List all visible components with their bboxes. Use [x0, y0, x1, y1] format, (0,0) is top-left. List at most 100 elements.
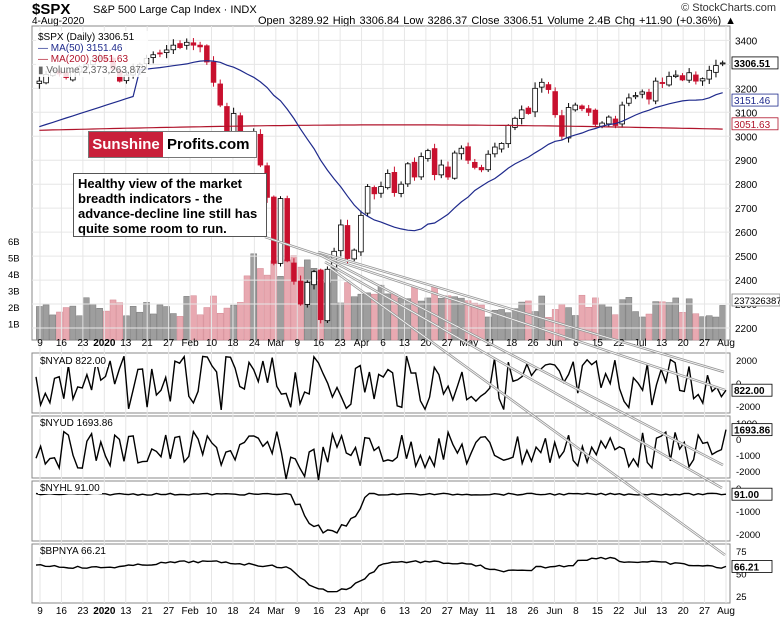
candle-body [257, 133, 264, 166]
volume-bar [210, 295, 217, 341]
indicator-line-2 [35, 492, 727, 534]
x-tick-label: 10 [206, 338, 218, 349]
legend-ma50: — MA(50) 3151.46 [38, 43, 123, 54]
x-tick-label: 27 [699, 606, 711, 617]
annotation-arrow-core [319, 254, 724, 466]
volume-bar [471, 302, 479, 341]
y-tick-label: 2200 [735, 324, 758, 335]
x-tick-label: 13 [656, 338, 668, 349]
volume-bar [237, 302, 244, 341]
x-tick-label: Feb [181, 606, 199, 617]
candle-body [699, 78, 706, 82]
candle-body [552, 91, 558, 116]
volume-bar [216, 312, 224, 341]
volume-bar [451, 296, 458, 341]
candle-body [505, 125, 512, 145]
indicator-value-label: 91.00 [734, 490, 759, 501]
y-tick-label: 3200 [735, 84, 758, 95]
indicator-line-0 [35, 354, 727, 411]
x-tick-label: Apr [354, 338, 370, 349]
x-tick-label: 9 [294, 606, 300, 617]
candle-body [291, 262, 297, 282]
x-tick-label: 13 [399, 338, 411, 349]
candle-body [210, 61, 217, 83]
volume-bar [170, 313, 177, 341]
candle-body [592, 109, 599, 125]
volume-bar [277, 276, 284, 341]
candle-body [358, 214, 364, 253]
ohlc-summary: Open 3289.92 High 3306.84 Low 3286.37 Cl… [258, 15, 737, 27]
legend-spx: $SPX (Daily) 3306.51 [38, 32, 135, 43]
x-tick-label: 9 [37, 338, 43, 349]
x-tick-label: Jun [546, 606, 562, 617]
candle-body [532, 87, 538, 113]
x-tick-label: 10 [206, 606, 218, 617]
logo-part-sunshine: Sunshine [89, 132, 163, 157]
indicator-value-label: 66.21 [734, 562, 759, 573]
x-tick-label: Jul [634, 606, 647, 617]
ma50-line [39, 60, 723, 232]
candle-body [545, 84, 552, 90]
x-tick-label: May [459, 606, 478, 617]
volume-bar [129, 306, 137, 341]
volume-bar [49, 314, 57, 341]
y-tick-label: 3400 [735, 36, 758, 47]
volume-bar [371, 293, 378, 341]
indicator-value-box [731, 487, 773, 501]
volume-bar [565, 307, 572, 341]
volume-bar [525, 300, 532, 341]
axis-labels: 2200230024002500260027002800290030003100… [8, 36, 780, 617]
candle-body [498, 143, 505, 150]
volume-bar [364, 292, 371, 341]
volume-bar [223, 307, 231, 341]
candle-body [451, 152, 458, 179]
candle-body [271, 196, 277, 264]
volume-value-box [731, 293, 780, 307]
candle-body [666, 75, 672, 86]
panel-frame-1 [31, 352, 731, 414]
x-tick-label: 23 [77, 606, 89, 617]
candle-body [338, 224, 344, 252]
x-tick-label: 20 [678, 338, 690, 349]
candle-body [639, 91, 646, 95]
x-tick-label: 9 [294, 338, 300, 349]
x-tick-label: 24 [249, 338, 261, 349]
candle-body [612, 118, 619, 126]
x-tick-label: 15 [592, 606, 604, 617]
indicator-tick-label: 25 [736, 592, 747, 603]
volume-bar [156, 304, 164, 341]
x-tick-label: 22 [613, 338, 625, 349]
price-value-label: 3306.51 [734, 59, 771, 70]
candle-body [673, 74, 679, 77]
panel-label-nyad: $NYAD 822.00 [38, 356, 108, 367]
candle-body [438, 164, 445, 176]
price-value-box [731, 56, 779, 70]
candle-body [36, 80, 43, 84]
x-tick-label: 16 [56, 338, 68, 349]
candle-body [579, 105, 585, 110]
chart-header: $SPX S&P 500 Large Cap Index · INDX 4-Au… [0, 0, 780, 27]
x-tick-label: 8 [573, 338, 579, 349]
candle-body [445, 166, 451, 178]
volume-tick-label: 2B [8, 303, 20, 314]
x-tick-label: Aug [717, 338, 735, 349]
candle-body [679, 75, 686, 81]
candle-body [706, 69, 712, 80]
candle-body [297, 280, 304, 305]
indicator-tick-label: 50 [736, 570, 747, 581]
panel-label-nyud: $NYUD 1693.86 [38, 418, 115, 429]
candle-body [472, 161, 478, 168]
volume-bar [116, 302, 124, 341]
candle-body [304, 282, 311, 305]
annotation-arrow-core [317, 251, 725, 373]
volume-bar [592, 297, 599, 341]
candle-body [713, 65, 719, 73]
x-tick-label: 23 [77, 338, 89, 349]
candle-body [391, 172, 398, 193]
volume-tick-label: 1B [8, 320, 20, 331]
volume-bar [190, 295, 197, 341]
x-tick-label: 18 [227, 338, 239, 349]
volume-bar [625, 297, 633, 341]
x-tick-label: 6 [380, 606, 386, 617]
volume-bar [692, 313, 700, 341]
